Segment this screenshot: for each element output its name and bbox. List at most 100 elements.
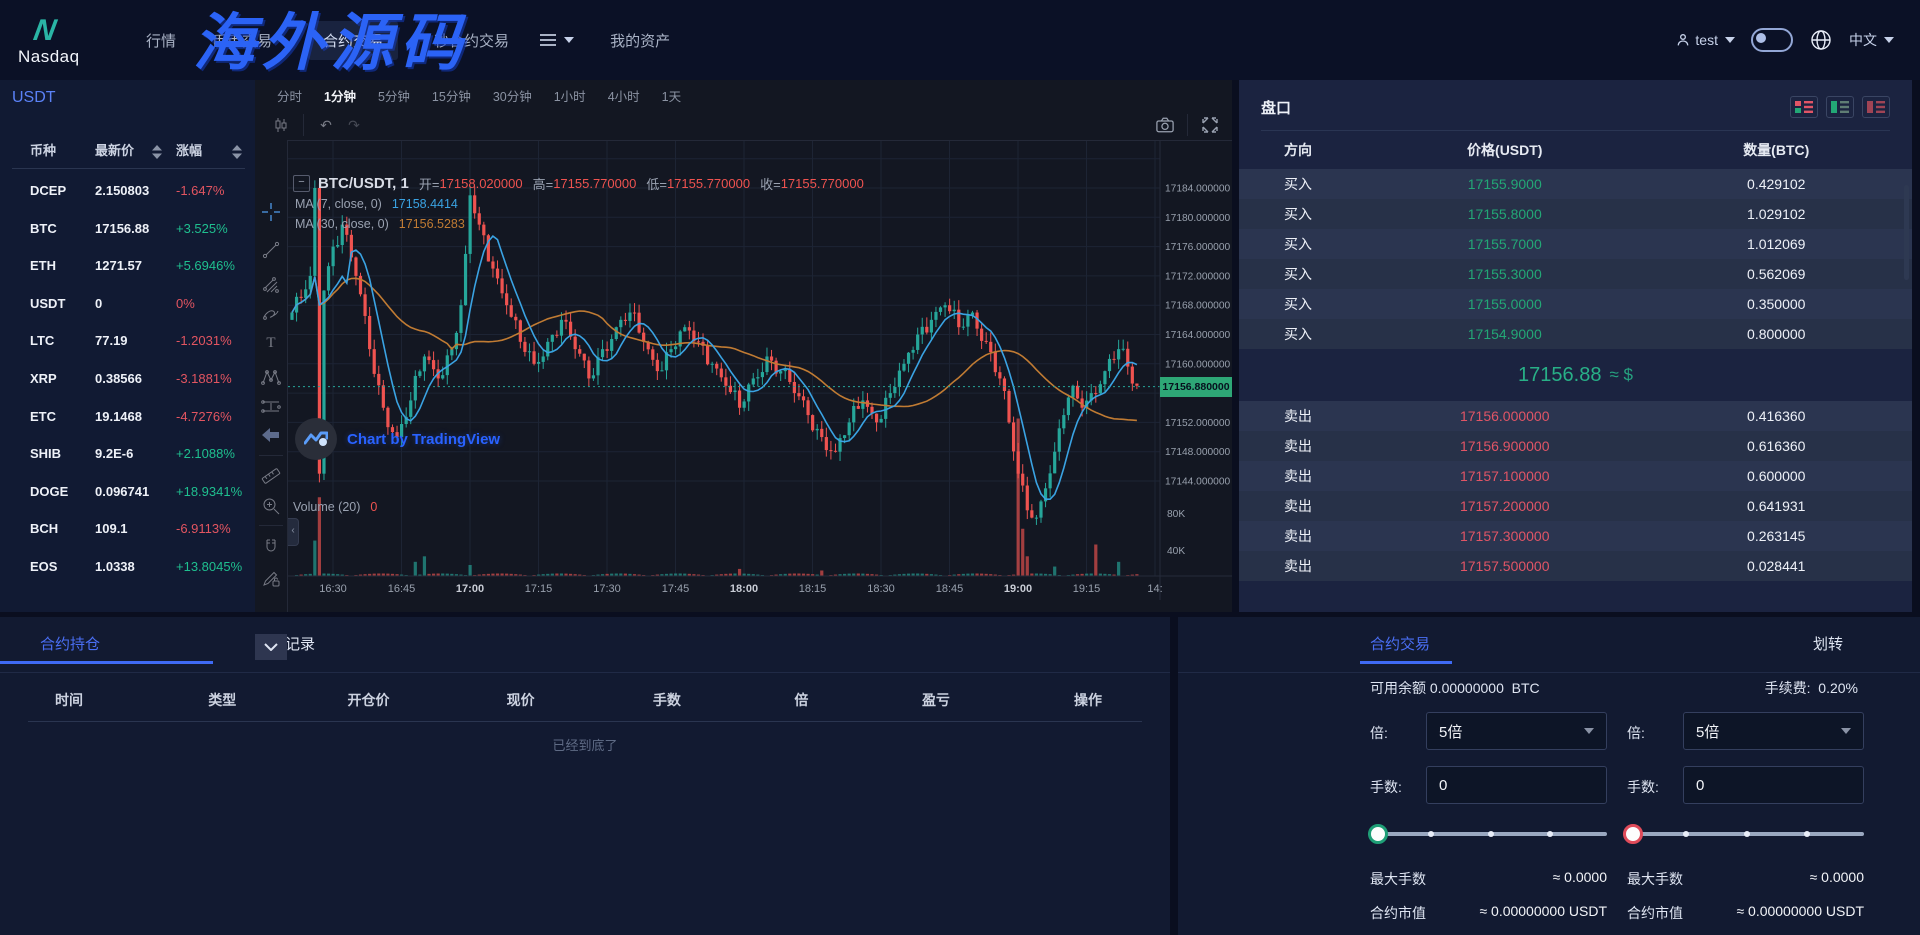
long-position-tool[interactable] <box>255 393 287 421</box>
pitchfork-tool[interactable] <box>255 271 287 299</box>
brand-logo[interactable]: N Nasdaq <box>18 14 110 65</box>
coin-row-BTC[interactable]: BTC 17156.88 +3.525% <box>0 212 255 246</box>
text-tool[interactable]: T <box>266 334 276 351</box>
orderbook-row-sell[interactable]: 卖出 17157.100000 0.600000 <box>1239 461 1912 491</box>
candlestick-chart[interactable]: 17184.000000 17180.000000 17176.000000 1717… <box>255 80 1232 612</box>
globe-icon[interactable] <box>1809 28 1833 52</box>
col-price[interactable]: 最新价 <box>95 140 162 159</box>
more-menu-button[interactable] <box>539 33 575 47</box>
sort-icon[interactable] <box>151 144 162 159</box>
nav-item-合约交易[interactable]: 合约交易 <box>308 20 399 60</box>
nav-item-行情[interactable]: 行情 <box>146 32 177 50</box>
coin-row-DCEP[interactable]: DCEP 2.150803 -1.647% <box>0 174 255 208</box>
drawing-lock-tool[interactable] <box>255 564 287 592</box>
orderbook-row-buy[interactable]: 买入 17155.9000 0.429102 <box>1239 169 1912 199</box>
drawing-tools: T <box>255 140 288 660</box>
coin-row-DOGE[interactable]: DOGE 0.096741 +18.9341% <box>0 475 255 509</box>
coin-row-ETH[interactable]: ETH 1271.57 +5.6946% <box>0 249 255 283</box>
sort-icon[interactable] <box>231 144 242 159</box>
interval-30分钟[interactable]: 30分钟 <box>492 89 532 104</box>
brush-tool[interactable] <box>255 299 287 327</box>
xabcd-pattern-tool[interactable] <box>255 363 287 391</box>
candle-style-button[interactable] <box>267 113 295 137</box>
qty-input-short[interactable]: 0 <box>1683 766 1864 804</box>
layout-asks-icon[interactable] <box>1862 96 1890 118</box>
nav-item-秒合约交易[interactable]: 秒合约交易 <box>434 32 510 50</box>
layout-both-icon[interactable] <box>1790 96 1818 118</box>
magnet-tool[interactable] <box>255 532 287 560</box>
coin-row-LTC[interactable]: LTC 77.19 -1.2031% <box>0 324 255 358</box>
undo-button[interactable]: ↶ <box>320 116 332 133</box>
qty-input-long[interactable]: 0 <box>1426 766 1607 804</box>
arrow-left-icon[interactable] <box>255 421 287 449</box>
redo-button[interactable]: ↷ <box>348 116 360 133</box>
close-value: 17155.770000 <box>780 176 864 191</box>
coin-price: 77.19 <box>95 333 128 349</box>
tab-合约持仓[interactable]: 合约持仓 <box>40 636 101 653</box>
orderbook-row-buy[interactable]: 买入 17155.3000 0.562069 <box>1239 259 1912 289</box>
svg-text:19:15: 19:15 <box>1073 583 1101 595</box>
orderbook-row-buy[interactable]: 买入 17155.8000 1.029102 <box>1239 199 1912 229</box>
orderbook-row-sell[interactable]: 卖出 17157.300000 0.263145 <box>1239 521 1912 551</box>
interval-15分钟[interactable]: 15分钟 <box>431 89 471 104</box>
lever-select-short[interactable]: 5倍 <box>1683 712 1864 750</box>
orderbook-row-buy[interactable]: 买入 17155.7000 1.012069 <box>1239 229 1912 259</box>
coin-row-BCH[interactable]: BCH 109.1 -6.9113% <box>0 512 255 546</box>
active-tab-underline <box>1360 661 1452 664</box>
coin-row-ETC[interactable]: ETC 19.1468 -4.7276% <box>0 400 255 434</box>
interval-1天[interactable]: 1天 <box>661 89 682 104</box>
interval-1小时[interactable]: 1小时 <box>553 89 586 104</box>
orderbook-row-sell[interactable]: 卖出 17156.000000 0.416360 <box>1239 401 1912 431</box>
theme-toggle[interactable] <box>1751 28 1793 52</box>
ruler-tool[interactable] <box>255 462 287 490</box>
max-lots-value-short: ≈ 0.0000 <box>1809 869 1864 885</box>
orderbook-layout-switcher <box>1790 96 1890 118</box>
amount-slider-short[interactable] <box>1623 824 1864 844</box>
transfer-link[interactable]: 划转 <box>1812 636 1843 653</box>
screenshot-button[interactable] <box>1151 113 1179 137</box>
interval-分时[interactable]: 分时 <box>277 89 303 104</box>
language-selector[interactable]: 中文 <box>1849 30 1894 50</box>
layout-bids-icon[interactable] <box>1826 96 1854 118</box>
coin-row-USDT[interactable]: USDT 0 0% <box>0 287 255 321</box>
sidebar-collapse-handle[interactable]: ‹ <box>288 518 299 546</box>
tradingview-attribution[interactable]: Chart by TradingView <box>295 418 500 460</box>
nav-item-币币交易[interactable]: 币币交易 <box>212 32 273 50</box>
quote-currency-title[interactable]: USDT <box>12 89 56 106</box>
nav-item-assets[interactable]: 我的资产 <box>610 32 671 50</box>
tools-collapse-button[interactable] <box>255 634 287 660</box>
bids-list: 买入 17155.9000 0.429102 买入 17155.8000 1.029102… <box>1239 169 1912 349</box>
orderbook-row-sell[interactable]: 卖出 17157.200000 0.641931 <box>1239 491 1912 521</box>
interval-1分钟[interactable]: 1分钟 <box>324 89 356 104</box>
amount-slider-long[interactable] <box>1368 824 1607 844</box>
coin-price: 1271.57 <box>95 258 142 274</box>
coin-row-XRP[interactable]: XRP 0.38566 -3.1881% <box>0 362 255 396</box>
svg-text:16:45: 16:45 <box>388 583 416 595</box>
interval-4小时[interactable]: 4小时 <box>607 89 640 104</box>
slider-knob[interactable] <box>1368 824 1388 844</box>
svg-text:17180.000000: 17180.000000 <box>1165 213 1230 224</box>
slider-knob[interactable] <box>1623 824 1643 844</box>
orderbook-row-buy[interactable]: 买入 17155.0000 0.350000 <box>1239 289 1912 319</box>
col-symbol: 币种 <box>30 143 57 158</box>
order-price: 17157.100000 <box>1459 468 1550 484</box>
coin-row-SHIB[interactable]: SHIB 9.2E-6 +2.1088% <box>0 437 255 471</box>
orderbook-row-buy[interactable]: 买入 17154.9000 0.800000 <box>1239 319 1912 349</box>
trendline-tool[interactable] <box>255 236 287 264</box>
fullscreen-button[interactable] <box>1196 113 1224 137</box>
qty-label: 手数: <box>1370 779 1402 795</box>
col-change[interactable]: 涨幅 <box>176 140 242 159</box>
order-side: 买入 <box>1284 176 1312 192</box>
legend-collapse-icon[interactable]: − <box>293 175 310 192</box>
zoom-in-tool[interactable] <box>255 492 287 520</box>
orderbook-row-sell[interactable]: 卖出 17157.500000 0.028441 <box>1239 551 1912 581</box>
scrollbar[interactable] <box>1904 185 1909 280</box>
lever-select-long[interactable]: 5倍 <box>1426 712 1607 750</box>
tab-contract-trade[interactable]: 合约交易 <box>1370 636 1431 653</box>
crosshair-tool[interactable] <box>255 198 287 226</box>
user-menu[interactable]: test <box>1675 32 1735 48</box>
coin-row-EOS[interactable]: EOS 1.0338 +13.8045% <box>0 550 255 584</box>
orderbook-row-sell[interactable]: 卖出 17156.900000 0.616360 <box>1239 431 1912 461</box>
interval-5分钟[interactable]: 5分钟 <box>377 89 410 104</box>
